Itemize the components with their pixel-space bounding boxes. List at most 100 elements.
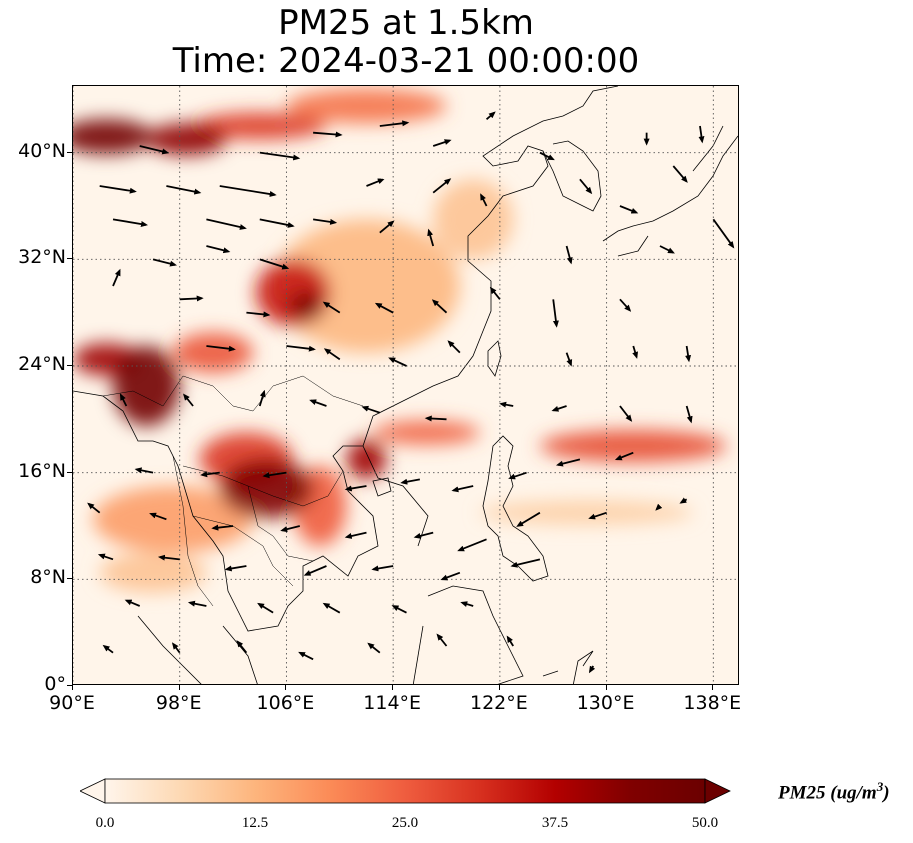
latitude-tick-label: 24°N	[18, 353, 66, 375]
wind-arrow	[588, 665, 596, 674]
latitude-tick-label: 0°	[44, 673, 66, 695]
longitude-tick-mark	[392, 685, 394, 690]
wind-arrow	[555, 458, 581, 467]
wind-arrow	[672, 165, 688, 183]
colorbar-tick-label: 25.0	[391, 815, 419, 831]
coastline-philippines	[482, 435, 549, 582]
coastline-borneo	[412, 585, 524, 684]
pm25-plume	[433, 179, 514, 260]
colorbar-tick-label: 0.0	[95, 815, 115, 831]
longitude-tick-label: 114°E	[363, 692, 422, 714]
pm25-plume	[286, 88, 447, 124]
wind-arrow	[424, 415, 447, 422]
wind-arrow	[303, 565, 327, 576]
colorbar-extend-max	[704, 778, 731, 804]
map-canvas	[73, 86, 738, 684]
longitude-tick-label: 130°E	[576, 692, 635, 714]
wind-arrow	[413, 531, 434, 539]
wind-arrow	[619, 205, 639, 214]
coastline-sumatra	[137, 615, 258, 684]
wind-arrow	[614, 451, 634, 461]
wind-arrow	[685, 345, 692, 363]
coastline-hainan	[372, 477, 392, 497]
latitude-tick-mark	[67, 151, 72, 153]
wind-arrow	[152, 258, 177, 267]
longitude-tick-label: 98°E	[155, 692, 202, 714]
wind-arrow	[259, 258, 290, 270]
wind-arrow	[539, 151, 555, 161]
latitude-tick-mark	[67, 471, 72, 473]
latitude-tick-label: 32°N	[18, 246, 66, 269]
wind-arrow	[489, 286, 501, 300]
wind-arrow	[246, 311, 271, 318]
pm25-plume	[346, 439, 387, 480]
chart-title: PM25 at 1.5km Time: 2024-03-21 00:00:00	[0, 4, 812, 80]
wind-arrow	[565, 352, 573, 367]
wind-arrow	[655, 503, 663, 511]
pm25-plume	[99, 552, 207, 593]
pm25-plume	[113, 346, 180, 426]
wind-arrow	[262, 471, 287, 479]
latitude-tick-mark	[67, 365, 72, 366]
wind-arrow	[206, 245, 231, 254]
pm25-plume	[273, 219, 460, 353]
latitude-tick-mark	[67, 685, 72, 686]
wind-arrow	[508, 471, 527, 480]
colorbar	[80, 778, 731, 804]
wind-arrow	[344, 531, 367, 539]
wind-arrow	[322, 602, 341, 614]
wind-arrow	[112, 218, 148, 227]
wind-arrow	[485, 111, 496, 121]
wind-arrow	[460, 601, 474, 608]
wind-arrow	[427, 228, 435, 247]
colorbar-tick-label: 50.0	[691, 815, 719, 831]
wind-arrow	[323, 348, 341, 361]
wind-arrow	[99, 185, 137, 194]
longitude-tick-mark	[72, 685, 73, 690]
map-panel[interactable]	[72, 85, 739, 685]
wind-arrow	[87, 502, 101, 514]
coastline-sulawesi	[572, 650, 594, 684]
wind-arrow	[206, 345, 236, 352]
wind-arrow	[367, 642, 381, 654]
coastline-south-china	[362, 86, 619, 447]
pm25-plume	[539, 430, 727, 462]
wind-arrow	[309, 399, 327, 407]
wind-arrow	[313, 131, 343, 138]
colorbar-label-close: )	[883, 782, 890, 804]
wind-arrow	[432, 178, 452, 194]
longitude-tick-label: 90°E	[49, 692, 95, 714]
wind-arrow	[480, 193, 488, 207]
wind-arrow	[219, 185, 277, 197]
wind-arrow	[187, 600, 207, 607]
title-line-time: Time: 2024-03-21 00:00:00	[172, 41, 640, 81]
coastline-china	[73, 390, 559, 677]
wind-arrow	[119, 393, 128, 407]
wind-arrow	[166, 185, 202, 195]
wind-arrow	[565, 245, 573, 265]
longitude-tick-mark	[498, 685, 500, 690]
wind-arrow	[139, 145, 170, 155]
wind-arrow	[259, 151, 301, 161]
wind-arrow	[619, 405, 633, 422]
wind-arrow	[388, 357, 407, 367]
coastlines	[73, 86, 738, 684]
pm25-plume	[193, 112, 327, 140]
wind-arrow	[149, 512, 167, 521]
colorbar-label-text: PM25 (ug/m	[778, 782, 877, 804]
wind-arrow	[552, 299, 559, 328]
wind-arrow	[157, 554, 180, 561]
wind-arrow	[224, 565, 247, 572]
wind-arrow	[112, 268, 121, 287]
wind-arrow	[499, 401, 514, 408]
wind-arrow	[379, 120, 410, 127]
wind-arrow	[312, 218, 338, 225]
wind-arrow	[258, 389, 266, 407]
wind-arrow	[431, 299, 448, 314]
wind-arrow	[257, 602, 274, 614]
wind-arrow	[206, 218, 247, 230]
colorbar-label: PM25 (ug/m3)	[778, 779, 890, 804]
wind-arrow	[510, 558, 541, 568]
wind-arrow	[457, 538, 487, 552]
pm25-plume	[219, 459, 314, 518]
